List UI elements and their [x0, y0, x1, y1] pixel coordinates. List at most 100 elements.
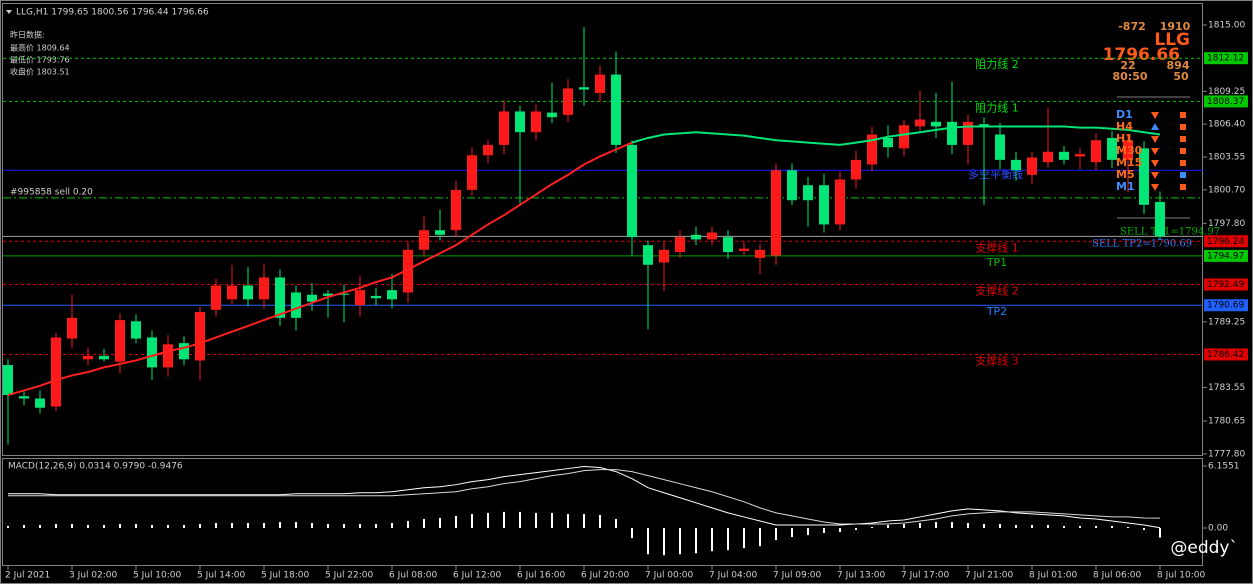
- candle-body: [435, 230, 445, 235]
- macd-bar: [535, 512, 537, 529]
- signal-label: H4: [1116, 120, 1133, 133]
- level-box-label: 1808.37: [1207, 97, 1244, 107]
- signal-label: M30: [1116, 144, 1143, 157]
- candle-body: [515, 111, 525, 133]
- candle-body: [355, 290, 365, 306]
- candle-body: [1091, 140, 1101, 163]
- candle-body: [1011, 159, 1021, 171]
- macd-bar: [743, 528, 745, 549]
- yesterday-line: 收盘价 1803.51: [10, 67, 70, 77]
- chart-title: LLG,H1 1799.65 1800.56 1796.44 1796.66: [16, 8, 209, 18]
- level-label: 阻力线 1: [975, 100, 1019, 114]
- candle-body: [995, 134, 1005, 160]
- macd-bar: [711, 528, 713, 552]
- x-tick-label: 8 Jul 06:00: [1093, 571, 1142, 581]
- level-box-label: 1790.69: [1207, 301, 1244, 311]
- candle-body: [947, 121, 957, 145]
- candle-body: [419, 230, 429, 250]
- signal-arrow: [1151, 112, 1159, 119]
- panel-value: 894: [1167, 59, 1190, 72]
- macd-bar: [327, 523, 329, 529]
- panel-value: 1910: [1160, 20, 1191, 33]
- candle-body: [243, 285, 253, 300]
- macd-bar: [439, 517, 441, 529]
- macd-bar: [295, 521, 297, 529]
- x-tick-label: 7 Jul 00:00: [645, 571, 694, 581]
- signal-label: D1: [1116, 108, 1133, 121]
- macd-bar: [935, 521, 937, 529]
- moving-average: [631, 125, 1161, 146]
- candle-body: [1155, 201, 1165, 237]
- macd-bar: [199, 523, 201, 529]
- macd-bar: [247, 522, 249, 529]
- macd-bar: [615, 518, 617, 529]
- macd-bar: [343, 523, 345, 529]
- macd-bar: [1127, 527, 1129, 529]
- level-label: #995858 sell 0.20: [10, 187, 93, 197]
- candle-body: [51, 337, 61, 407]
- level-label: 阻力线 2: [975, 57, 1019, 71]
- macd-bar: [423, 518, 425, 529]
- candle-body: [659, 249, 669, 263]
- x-tick-label: 5 Jul 18:00: [261, 571, 310, 581]
- macd-bar: [279, 521, 281, 529]
- x-tick-label: 8 Jul 10:00: [1157, 571, 1206, 581]
- menu-arrow[interactable]: [6, 10, 12, 14]
- candle-body: [1107, 137, 1117, 160]
- x-tick-label: 5 Jul 22:00: [325, 571, 374, 581]
- y-tick-label: 1783.55: [1208, 383, 1245, 393]
- signal-label: M1: [1116, 180, 1135, 193]
- candle-body: [1027, 157, 1037, 175]
- candle-body: [163, 344, 173, 368]
- tp-note: SELL TP1=1794.97: [1120, 227, 1220, 238]
- y-tick-label: 1800.70: [1208, 185, 1245, 195]
- candle-body: [787, 170, 797, 201]
- level-box-label: 1794.97: [1207, 251, 1244, 261]
- candle-body: [323, 293, 333, 296]
- signal-square: [1180, 136, 1186, 142]
- y-tick-label: 1815.00: [1208, 20, 1245, 30]
- panel-price: 1796.66: [1103, 45, 1180, 65]
- signal-arrow: [1151, 148, 1159, 155]
- macd-bar: [695, 528, 697, 554]
- candle-body: [1043, 151, 1053, 163]
- macd-bar: [455, 515, 457, 529]
- candle-body: [979, 124, 989, 127]
- candle-body: [819, 185, 829, 225]
- macd-bar: [791, 528, 793, 538]
- macd-bar: [871, 527, 873, 529]
- candle-body: [643, 245, 653, 265]
- signal-arrow: [1151, 184, 1159, 191]
- level-box-label: 1792.49: [1207, 280, 1244, 290]
- macd-bar: [807, 528, 809, 536]
- macd-bar: [647, 528, 649, 555]
- x-tick-label: 6 Jul 16:00: [517, 571, 566, 581]
- signal-arrow: [1151, 160, 1159, 167]
- x-tick-label: 6 Jul 08:00: [389, 571, 438, 581]
- macd-bar: [503, 511, 505, 529]
- candle-body: [691, 234, 701, 240]
- candle-body: [755, 249, 765, 258]
- y-tick-label: 0.00: [1208, 524, 1228, 534]
- macd-bar: [519, 511, 521, 529]
- candle-body: [83, 355, 93, 360]
- candle-body: [627, 144, 637, 238]
- macd-bar: [727, 528, 729, 551]
- y-tick-label: 6.1551: [1208, 461, 1240, 471]
- macd-bar: [583, 513, 585, 529]
- candle-body: [883, 137, 893, 148]
- macd-bar: [1143, 528, 1145, 531]
- macd-bar: [951, 521, 953, 529]
- signal-square: [1180, 172, 1186, 178]
- x-tick-label: 2 Jul 2021: [5, 571, 50, 581]
- macd-bar: [1015, 524, 1017, 529]
- signal-square: [1180, 148, 1186, 154]
- macd-bar: [119, 523, 121, 529]
- macd-bar: [359, 523, 361, 529]
- panel-value: -872: [1118, 20, 1146, 33]
- macd-bar: [999, 523, 1001, 529]
- macd-bar: [759, 528, 761, 547]
- macd-bar: [1031, 524, 1033, 529]
- x-tick-label: 8 Jul 01:00: [1029, 571, 1078, 581]
